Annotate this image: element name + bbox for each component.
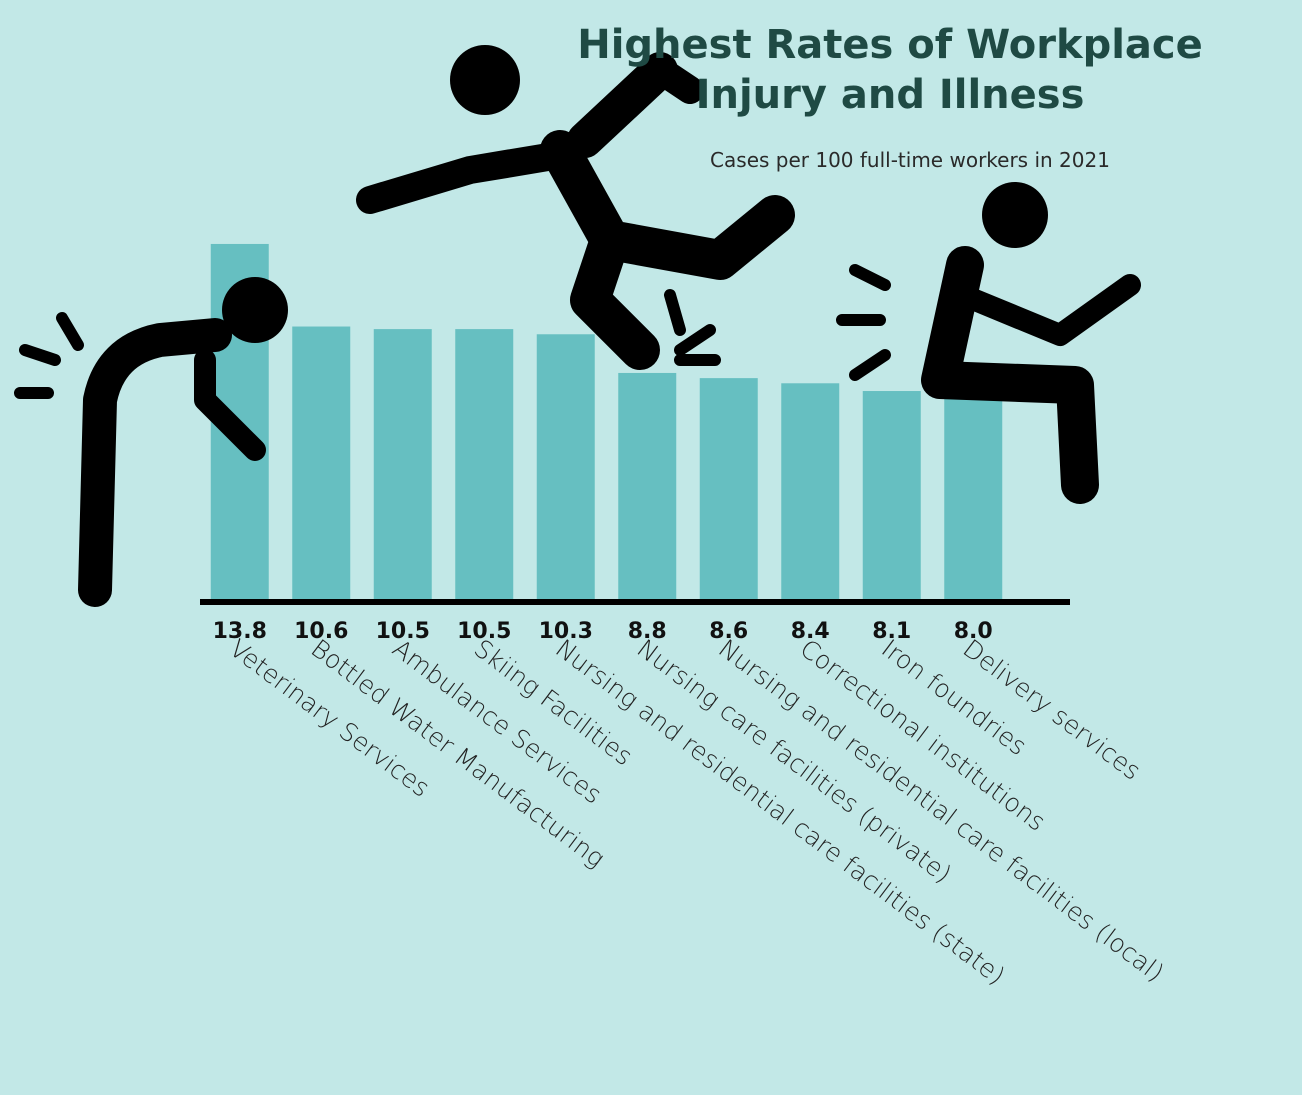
bar xyxy=(373,329,432,600)
bar xyxy=(781,383,840,600)
bar xyxy=(699,378,758,600)
bars xyxy=(210,243,1003,600)
figure-bent xyxy=(14,277,288,607)
value-label: 10.5 xyxy=(376,619,430,644)
value-label: 13.8 xyxy=(213,619,267,644)
bar xyxy=(944,393,1003,600)
chart-title: Highest Rates of Workplace Injury and Il… xyxy=(577,22,1203,118)
bar xyxy=(618,372,677,600)
bar xyxy=(862,391,921,600)
value-label: 10.3 xyxy=(539,619,593,644)
value-label: 8.1 xyxy=(872,619,911,644)
figure-sitting xyxy=(836,182,1141,504)
bar xyxy=(536,334,595,600)
value-label: 10.5 xyxy=(457,619,511,644)
chart-subtitle: Cases per 100 full-time workers in 2021 xyxy=(710,148,1110,172)
value-label: 8.8 xyxy=(628,619,667,644)
value-label: 8.0 xyxy=(954,619,993,644)
value-label: 8.6 xyxy=(709,619,748,644)
bar xyxy=(455,329,514,600)
value-label: 10.6 xyxy=(294,619,348,644)
figure-falling xyxy=(356,45,795,370)
value-label: 8.4 xyxy=(791,619,830,644)
bar xyxy=(292,326,351,600)
